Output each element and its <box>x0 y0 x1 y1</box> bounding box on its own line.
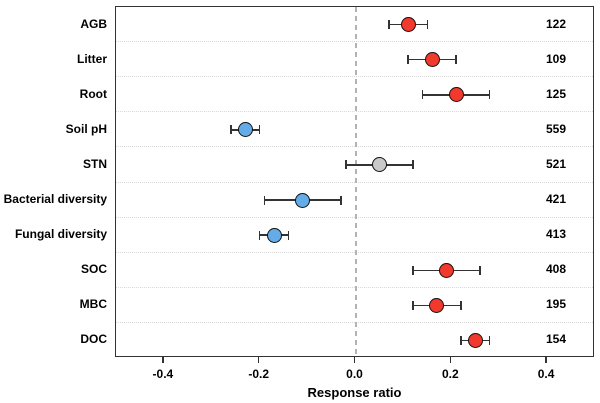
category-label: DOC <box>80 332 107 347</box>
x-axis-tick <box>353 357 356 363</box>
error-bar-cap-right <box>412 160 414 170</box>
error-bar-cap-right <box>258 125 261 135</box>
mean-effect-marker <box>371 157 387 173</box>
category-label: MBC <box>79 297 107 312</box>
error-bar-cap-left <box>388 20 390 30</box>
sample-size-value: 521 <box>545 156 567 171</box>
category-label: Bacterial diversity <box>3 192 107 207</box>
category-label: Litter <box>77 51 107 66</box>
error-bar-cap-right <box>340 195 342 205</box>
zero-reference-line <box>354 7 357 356</box>
plot-area <box>115 6 594 357</box>
error-bar-cap-left <box>230 125 232 135</box>
mean-effect-marker <box>400 17 416 33</box>
mean-effect-marker <box>295 192 311 208</box>
x-axis-tick <box>257 357 260 363</box>
mean-effect-marker <box>448 87 464 103</box>
x-axis-tick-label: 0.0 <box>346 367 363 381</box>
category-label: AGB <box>80 16 107 31</box>
error-bar-cap-right <box>488 335 491 345</box>
x-axis-tick-label: -0.4 <box>152 367 174 381</box>
x-axis-tick-label: -0.2 <box>248 367 270 381</box>
x-axis-title: Response ratio <box>307 385 402 400</box>
mean-effect-marker <box>266 227 282 243</box>
error-bar-cap-left <box>345 160 347 170</box>
error-bar-cap-left <box>412 300 414 310</box>
error-bar-cap-left <box>421 90 424 100</box>
mean-effect-marker <box>424 52 440 68</box>
sample-size-value: 154 <box>545 332 567 347</box>
error-bar-cap-left <box>460 335 462 345</box>
mean-effect-marker <box>237 122 253 138</box>
category-label: Fungal diversity <box>14 227 107 242</box>
error-bar-cap-left <box>412 265 414 275</box>
sample-size-value: 122 <box>545 16 567 31</box>
sample-size-value: 195 <box>545 297 567 312</box>
sample-size-value: 408 <box>545 262 567 277</box>
sample-size-value: 109 <box>545 51 567 66</box>
mean-effect-marker <box>467 332 483 348</box>
sample-size-value: 559 <box>545 121 567 136</box>
x-axis-tick-label: 0.2 <box>441 367 459 381</box>
mean-effect-marker <box>429 297 445 313</box>
x-axis-tick <box>449 357 452 363</box>
error-bar-cap-left <box>258 230 261 240</box>
error-bar-cap-right <box>479 265 481 275</box>
category-label: STN <box>83 156 107 171</box>
error-bar-cap-right <box>287 230 290 240</box>
x-axis-tick <box>545 357 547 363</box>
x-axis-tick <box>162 357 164 363</box>
category-label: Soil pH <box>65 121 107 136</box>
sample-size-value: 125 <box>545 86 567 101</box>
error-bar-cap-right <box>426 20 429 30</box>
error-bar-cap-left <box>263 195 266 205</box>
error-bar-cap-right <box>460 300 462 310</box>
error-bar-cap-right <box>488 90 491 100</box>
error-bar-cap-left <box>407 55 409 65</box>
x-axis-tick-label: 0.4 <box>537 367 555 381</box>
sample-size-value: 421 <box>545 192 567 207</box>
error-bar-cap-right <box>455 55 457 65</box>
category-label: SOC <box>80 262 107 277</box>
mean-effect-marker <box>439 262 454 278</box>
sample-size-value: 413 <box>545 227 567 242</box>
category-label: Root <box>79 86 107 101</box>
